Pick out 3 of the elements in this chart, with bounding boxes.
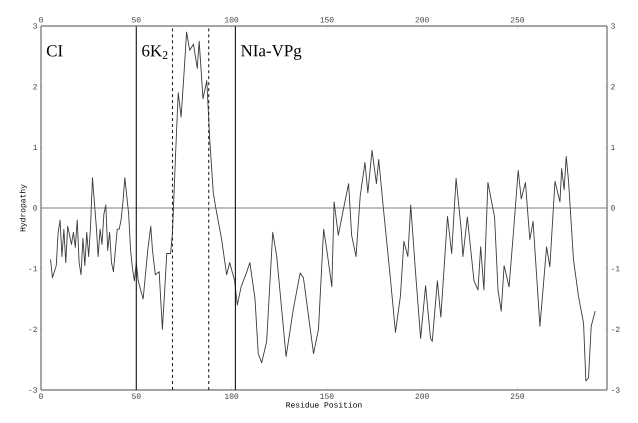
annotation: 6K$_{2}$	[142, 45, 168, 59]
annotation: NIa-VPg	[241, 45, 302, 60]
annotation: CI	[46, 45, 63, 57]
